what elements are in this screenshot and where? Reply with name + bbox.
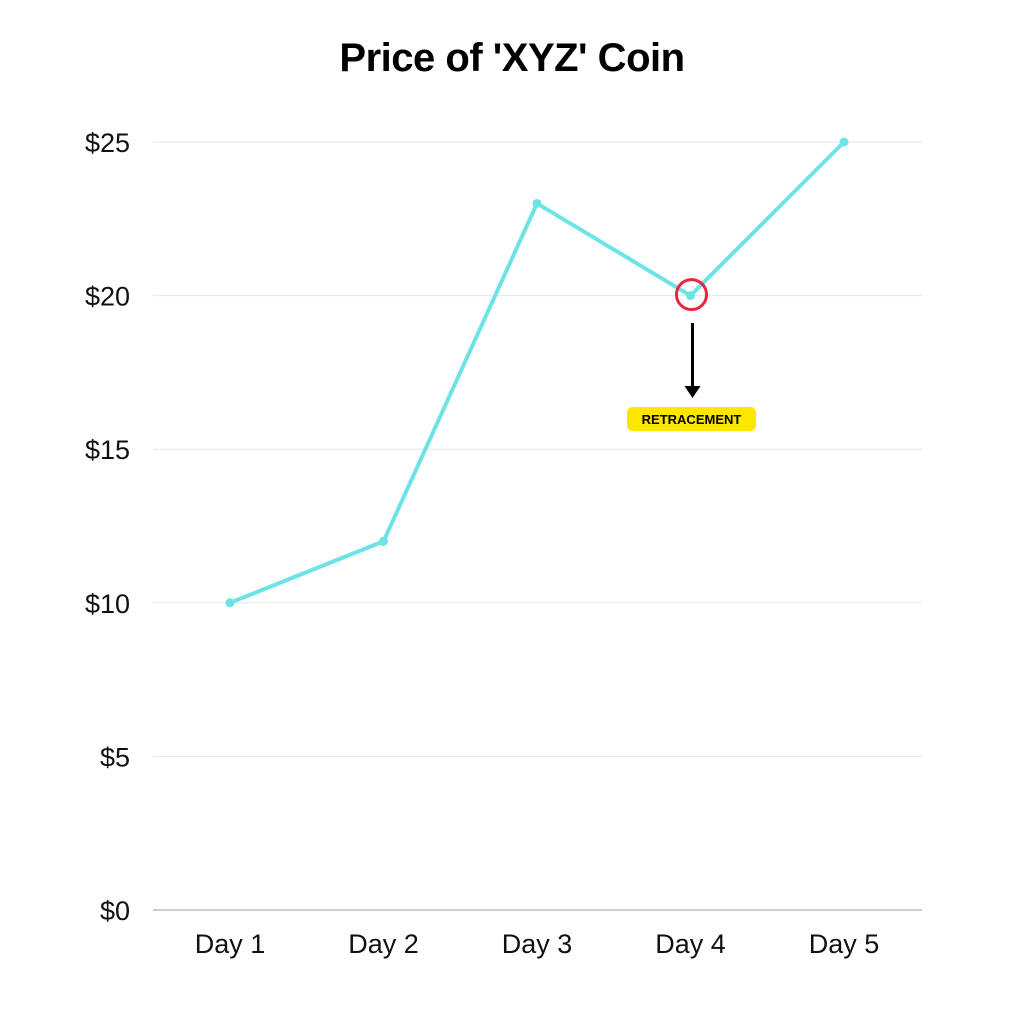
x-tick-label: Day 5 — [809, 929, 880, 959]
highlight-circle — [675, 278, 708, 312]
annotation-badge — [627, 407, 756, 431]
y-tick-label: $15 — [85, 435, 130, 465]
series-line — [228, 140, 846, 605]
data-point — [686, 291, 695, 301]
x-tick-label: Day 2 — [348, 929, 419, 959]
x-tick-label: Day 4 — [655, 929, 726, 959]
y-tick-label: $25 — [85, 128, 130, 158]
y-tick-label: $0 — [100, 896, 130, 926]
data-point — [839, 137, 849, 147]
y-tick-label: $5 — [100, 742, 130, 772]
arrow-head — [684, 386, 701, 398]
y-tick-label: $20 — [85, 282, 130, 312]
x-tick-label: Day 3 — [502, 929, 573, 959]
data-point — [225, 598, 235, 608]
y-tick-label: $10 — [85, 589, 130, 619]
x-tick-label: Day 1 — [195, 929, 266, 959]
data-point — [532, 198, 542, 208]
annotation-label: RETRACEMENT — [642, 412, 742, 427]
data-point — [379, 536, 388, 546]
chart-title: Price of 'XYZ' Coin — [339, 36, 685, 80]
